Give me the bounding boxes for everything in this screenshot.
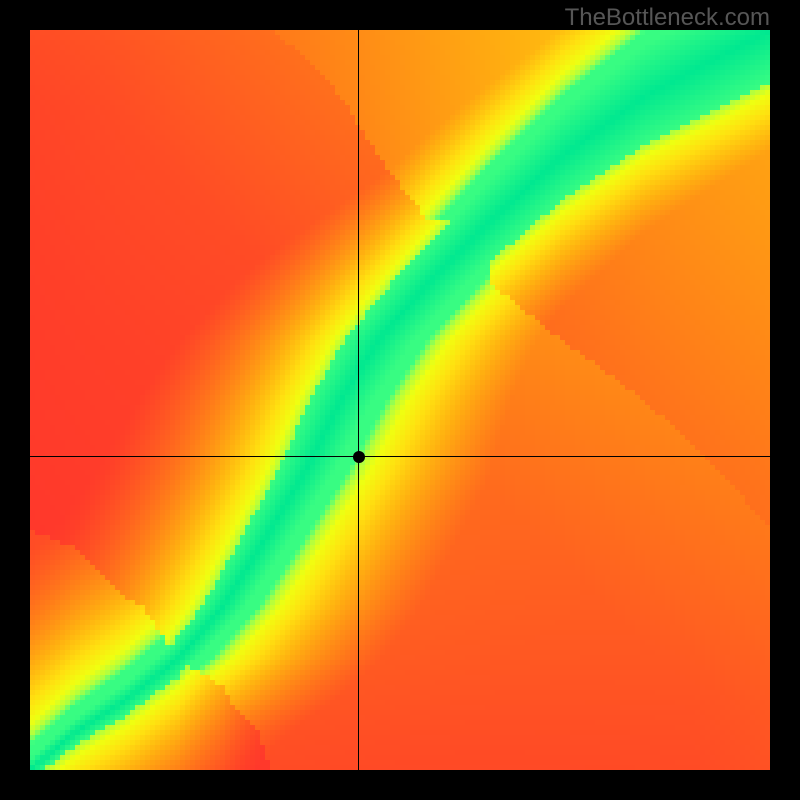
bottleneck-heatmap (30, 30, 770, 770)
watermark-label: TheBottleneck.com (565, 4, 770, 32)
crosshair-vertical (358, 30, 359, 770)
crosshair-horizontal (30, 456, 770, 457)
crosshair-marker (353, 451, 365, 463)
chart-container: TheBottleneck.com (0, 0, 800, 800)
